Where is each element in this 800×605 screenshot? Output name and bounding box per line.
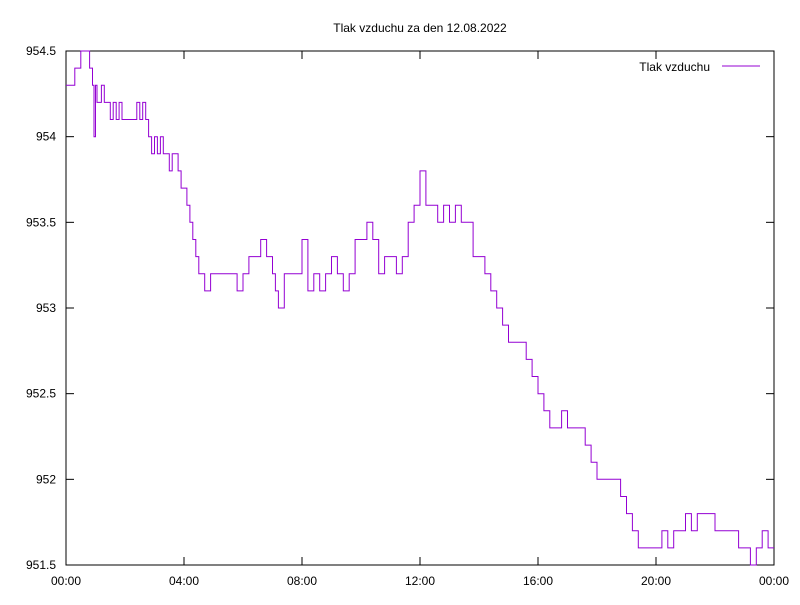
x-tick-label: 00:00 <box>51 574 81 588</box>
y-tick-label: 952 <box>36 472 56 486</box>
x-tick-label: 08:00 <box>287 574 317 588</box>
y-tick-label: 953.5 <box>26 215 56 229</box>
y-tick-label: 954 <box>36 130 56 144</box>
axis-ticks <box>65 50 775 566</box>
x-tick-label: 12:00 <box>405 574 435 588</box>
legend: Tlak vzduchu <box>639 60 760 74</box>
y-tick-label: 953 <box>36 301 56 315</box>
chart-title: Tlak vzduchu za den 12.08.2022 <box>333 21 507 35</box>
plot-frame <box>65 50 775 566</box>
x-tick-label: 16:00 <box>523 574 553 588</box>
y-tick-label: 952.5 <box>26 387 56 401</box>
x-tick-label: 20:00 <box>641 574 671 588</box>
series-line-tlak-vzduchu <box>66 50 774 566</box>
y-tick-label: 954.5 <box>26 44 56 58</box>
y-tick-label: 951.5 <box>26 558 56 572</box>
x-tick-label: 04:00 <box>169 574 199 588</box>
legend-label: Tlak vzduchu <box>639 60 710 74</box>
x-tick-label: 00:00 <box>759 574 789 588</box>
axis-tick-labels: 951.5 952 952.5 953 953.5 954 954.5 00:00 04:00 0… <box>26 44 789 588</box>
